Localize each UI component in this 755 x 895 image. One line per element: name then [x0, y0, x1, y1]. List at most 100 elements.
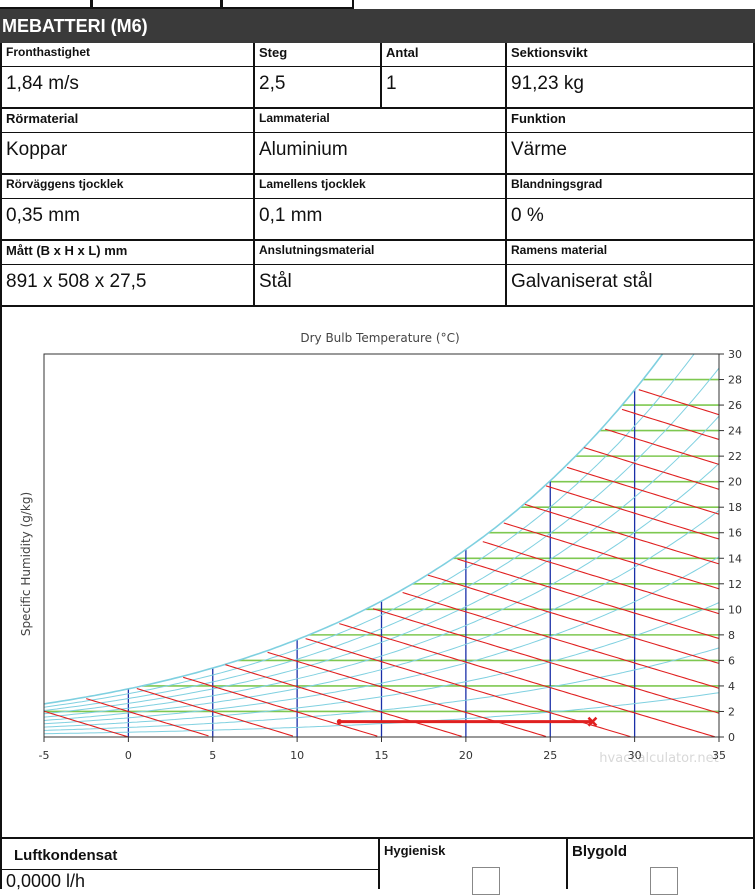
- x-tick-label: 10: [290, 749, 304, 762]
- spec-value: 1,84 m/s: [6, 73, 79, 94]
- y-tick-label: 24: [728, 425, 742, 438]
- spec-value: 2,5: [259, 73, 286, 94]
- watermark: hvaccalculator.net: [599, 751, 718, 766]
- spec-label: Mått (B x H x L) mm: [6, 243, 128, 258]
- rh-curve: [44, 354, 664, 705]
- enthalpy-line: [44, 710, 129, 737]
- spec-label: Funktion: [511, 111, 566, 126]
- top-strip-tick: [90, 0, 93, 8]
- process-start-point: [336, 719, 342, 725]
- y-tick-label: 18: [728, 501, 742, 514]
- psychrometric-chart: Dry Bulb Temperature (°C) Specific Humid…: [19, 331, 742, 766]
- enthalpy-line: [638, 389, 719, 416]
- rh-curve: [44, 415, 719, 715]
- rh-curve: [44, 692, 719, 735]
- y-tick-label: 28: [728, 374, 742, 387]
- spec-row: Mått (B x H x L) mm 891 x 508 x 27,5 Ans…: [0, 241, 755, 307]
- spec-label: Lamellens tjocklek: [259, 177, 366, 191]
- spec-label: Rörmaterial: [6, 111, 79, 126]
- enthalpy-line: [86, 698, 209, 737]
- y-tick-label: 0: [728, 731, 735, 744]
- spec-grid: Fronthastighet 1,84 m/s Steg 2,5 Antal 1…: [0, 43, 755, 307]
- spec-row: Fronthastighet 1,84 m/s Steg 2,5 Antal 1…: [0, 43, 755, 109]
- rh-curve: [44, 556, 719, 725]
- enthalpy-line: [524, 503, 719, 565]
- blygold-label: Blygold: [572, 843, 627, 860]
- top-strip: [0, 0, 755, 9]
- spec-label: Antal: [386, 45, 419, 60]
- spec-cell: Ramens material Galvaniserat stål: [505, 241, 755, 305]
- hygienisk-cell: Hygienisk: [378, 839, 566, 895]
- spec-cell: Mått (B x H x L) mm 891 x 508 x 27,5: [0, 241, 253, 305]
- rh-curve: [44, 367, 719, 711]
- spec-value: 91,23 kg: [511, 73, 584, 94]
- spec-label: Fronthastighet: [6, 45, 90, 59]
- chart-frame: Dry Bulb Temperature (°C) Specific Humid…: [0, 307, 755, 837]
- y-axis-label: Specific Humidity (g/kg): [19, 492, 33, 636]
- y-tick-label: 30: [728, 348, 742, 361]
- spec-value: 0,35 mm: [6, 205, 80, 226]
- rh-curve: [44, 354, 695, 708]
- spec-cell: Blandningsgrad 0 %: [505, 175, 755, 239]
- spec-cell: Steg 2,5: [253, 43, 380, 107]
- x-tick-label: 35: [712, 749, 726, 762]
- enthalpy-line: [457, 558, 719, 640]
- spec-value: 891 x 508 x 27,5: [6, 271, 147, 292]
- spec-cell: Lammaterial Aluminium: [253, 109, 505, 173]
- y-tick-label: 4: [728, 680, 735, 693]
- spec-value: Aluminium: [259, 139, 348, 160]
- y-tick-label: 16: [728, 527, 742, 540]
- bottom-section: Luftkondensat 0,0000 l/h Hygienisk Blygo…: [0, 837, 755, 895]
- enthalpy-line: [372, 608, 719, 714]
- process-end-point: [587, 716, 598, 727]
- spec-cell: Lamellens tjocklek 0,1 mm: [253, 175, 505, 239]
- rh-curve: [44, 510, 719, 721]
- spec-cell: Funktion Värme: [505, 109, 755, 173]
- enthalpy-line: [503, 522, 719, 590]
- enthalpy-line: [604, 428, 719, 465]
- spec-label: Steg: [259, 45, 288, 60]
- x-tick-label: 20: [459, 749, 473, 762]
- section-header: MEBATTERI (M6): [0, 9, 755, 43]
- enthalpy-line: [225, 664, 462, 737]
- y-tick-label: 8: [728, 629, 735, 642]
- spec-value: Stål: [259, 271, 292, 292]
- spec-value: Galvaniserat stål: [511, 271, 653, 292]
- hygienisk-checkbox[interactable]: [472, 867, 500, 895]
- x-tick-label: -5: [39, 749, 50, 762]
- spec-value: Värme: [511, 139, 567, 160]
- y-tick-label: 2: [728, 705, 735, 718]
- y-tick-label: 6: [728, 654, 735, 667]
- rh-curve: [44, 647, 719, 731]
- spec-label: Anslutningsmaterial: [259, 243, 375, 257]
- y-tick-label: 14: [728, 552, 742, 565]
- enthalpy-line: [621, 408, 719, 441]
- top-strip-tick: [220, 0, 223, 8]
- x-tick-label: 25: [543, 749, 557, 762]
- enthalpy-line: [183, 676, 378, 737]
- luftkondensat-cell: Luftkondensat 0,0000 l/h: [0, 839, 378, 891]
- x-tick-label: 30: [628, 749, 642, 762]
- y-tick-label: 20: [728, 476, 742, 489]
- hygienisk-label: Hygienisk: [384, 843, 446, 858]
- spec-label: Rörväggens tjocklek: [6, 177, 124, 191]
- enthalpy-line: [566, 466, 719, 515]
- enthalpy-line: [339, 623, 715, 737]
- blygold-checkbox[interactable]: [650, 867, 678, 895]
- y-tick-label: 22: [728, 450, 742, 463]
- spec-label: Lammaterial: [259, 111, 330, 125]
- enthalpy-line: [545, 485, 719, 540]
- spec-cell: Fronthastighet 1,84 m/s: [0, 43, 253, 107]
- spec-value: Koppar: [6, 139, 68, 160]
- rh-curve: [44, 463, 719, 718]
- rh-curve: [44, 602, 719, 728]
- enthalpy-line: [427, 574, 719, 664]
- x-tick-label: 15: [375, 749, 389, 762]
- spec-cell: Sektionsvikt 91,23 kg: [505, 43, 755, 107]
- spec-row: Rörväggens tjocklek 0,35 mm Lamellens tj…: [0, 175, 755, 241]
- section-title: MEBATTERI (M6): [2, 16, 148, 36]
- enthalpy-line: [402, 591, 719, 689]
- spec-label: Sektionsvikt: [511, 45, 588, 60]
- spec-cell: Antal 1: [380, 43, 505, 107]
- spec-value: 1: [386, 73, 397, 94]
